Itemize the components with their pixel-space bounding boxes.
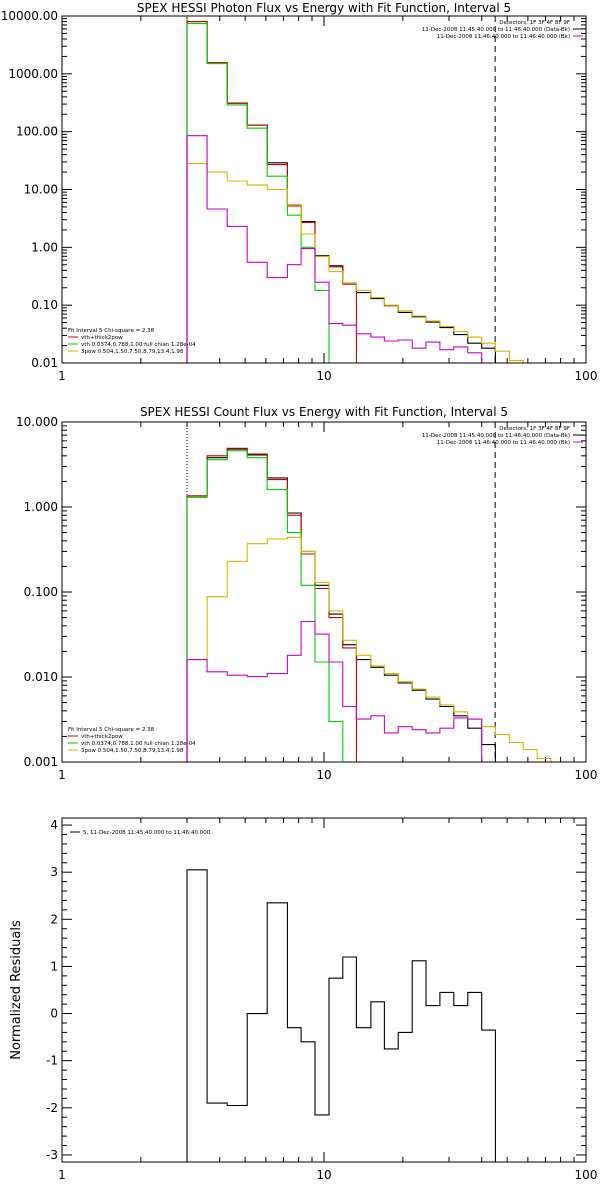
y-tick-label: 0.01: [31, 356, 58, 370]
y-axis-label: Normalized Residuals: [9, 920, 24, 1060]
series-line-4: [186, 536, 565, 762]
x-tick-label: 10: [316, 1168, 331, 1182]
y-tick-label: 0: [50, 1007, 58, 1021]
y-tick-label: 10.00: [24, 183, 58, 197]
y-tick-label: 0.001: [24, 755, 58, 769]
legend-entry: Fit Interval 5 Chi-square = 2.38: [68, 727, 155, 733]
series-line-1: [186, 448, 496, 762]
plot-frame: [61, 817, 587, 1163]
x-tick-label: 1: [58, 768, 66, 782]
series-line-2: [186, 21, 357, 363]
plot-frame: [61, 15, 587, 364]
legend-entry: 3pow 0.504,1.50,7.50,8.79,13.4,1.98: [81, 748, 184, 754]
y-tick-label: -1: [46, 1054, 58, 1068]
y-tick-label: -2: [46, 1101, 58, 1115]
y-tick-label: 4: [50, 818, 58, 832]
y-tick-label: 10000.00: [1, 9, 58, 23]
legend-entry: 11-Dec-2008 11:46:40.000 to 11:46:40.000…: [437, 440, 570, 446]
y-tick-label: 3: [50, 865, 58, 879]
x-tick-label: 1: [58, 369, 66, 383]
series-line-4: [186, 163, 538, 363]
legend-entry: 11-Dec-2008 11:45:40.000 to 11:46:40.000…: [422, 27, 570, 33]
y-tick-label: 1: [50, 959, 58, 973]
chart-title: SPEX HESSI Photon Flux vs Energy with Fi…: [137, 1, 511, 15]
series-line-3: [186, 23, 343, 363]
plot-panel-1: SPEX HESSI Photon Flux vs Energy with Fi…: [1, 1, 598, 383]
y-tick-label: 1000.00: [8, 67, 58, 81]
legend-entry: vth+thick2pow: [81, 335, 123, 341]
x-tick-label: 100: [575, 768, 598, 782]
y-tick-label: 1.00: [31, 240, 58, 254]
x-tick-label: 10: [316, 768, 331, 782]
legend-entry: 3pow 0.504,1.50,7.50,8.79,13.4,1.98: [81, 349, 184, 355]
y-tick-label: 1.000: [24, 500, 58, 514]
y-tick-label: 0.10: [31, 298, 58, 312]
y-tick-label: 2: [50, 912, 58, 926]
plot-frame: [61, 421, 587, 763]
series-line-5: [186, 620, 483, 762]
x-tick-label: 1: [58, 1168, 66, 1182]
series-line-1: [186, 21, 496, 363]
y-tick-label: 100.00: [16, 125, 58, 139]
legend-entry: 5, 11-Dec-2008 11:45:40.000 to 11:46:40.…: [83, 830, 211, 836]
y-tick-label: -3: [46, 1148, 58, 1162]
legend-entry: Detectors: 1F 3F 4F 8F 9F: [499, 426, 570, 432]
legend-entry: 11-Dec-2008 11:45:40.000 to 11:46:40.000…: [422, 433, 570, 439]
legend-entry: vth 0.0374,0.788,1.00 full chian 1.28e-0…: [81, 342, 196, 348]
chart-title: SPEX HESSI Count Flux vs Energy with Fit…: [140, 405, 508, 419]
series-line-1: [186, 869, 496, 1162]
y-tick-label: 0.010: [24, 670, 58, 684]
series-line-2: [186, 447, 357, 762]
x-tick-label: 100: [575, 1168, 598, 1182]
legend-entry: vth+thick2pow: [81, 734, 123, 740]
plot-panel-2: SPEX HESSI Count Flux vs Energy with Fit…: [16, 405, 597, 782]
y-tick-label: 10.000: [16, 415, 58, 429]
legend-entry: vth 0.0374,0.788,1.00 full chian 1.28e-0…: [81, 741, 196, 747]
legend-entry: Detectors: 1F 3F 4F 8F 9F: [499, 20, 570, 26]
series-line-5: [186, 135, 483, 363]
y-tick-label: 0.100: [24, 585, 58, 599]
x-tick-label: 100: [575, 369, 598, 383]
legend-entry: 11-Dec-2008 11:46:40.000 to 11:46:40.000…: [437, 34, 570, 40]
series-line-3: [186, 450, 357, 762]
x-tick-label: 10: [316, 369, 331, 383]
legend-entry: Fit Interval 5 Chi-square = 2.38: [68, 328, 155, 334]
